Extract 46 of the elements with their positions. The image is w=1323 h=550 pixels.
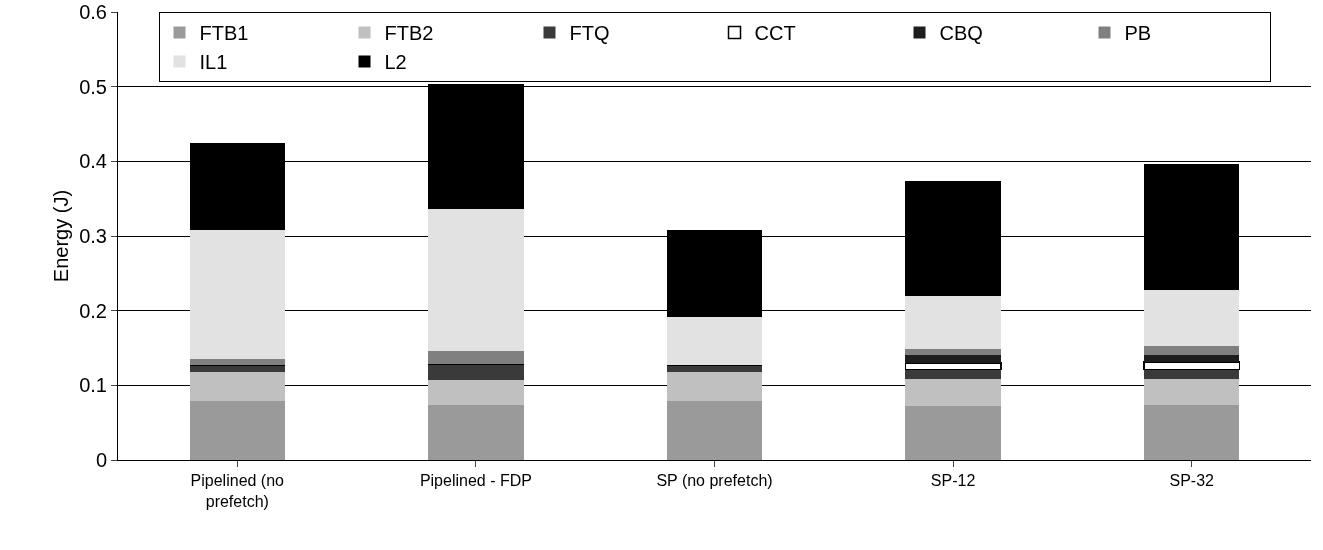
bar xyxy=(189,371,286,402)
bar xyxy=(905,355,1001,363)
x-tick-label: SP (no prefetch) xyxy=(656,472,773,490)
y-axis-title: Energy (J) xyxy=(50,189,72,283)
bar xyxy=(1143,405,1240,460)
bar xyxy=(428,405,524,460)
y-tick-label: 0.2 xyxy=(79,299,107,322)
legend-label: CCT xyxy=(754,22,796,45)
bar xyxy=(428,380,524,406)
bar xyxy=(428,364,524,381)
legend-label: CBQ xyxy=(939,22,983,45)
legend-label: FTB1 xyxy=(199,22,249,45)
bar xyxy=(428,209,524,351)
x-tick-label: SP-32 xyxy=(1169,472,1215,490)
bar xyxy=(189,359,286,366)
bar xyxy=(189,230,286,360)
y-tick-label: 0 xyxy=(95,449,107,471)
y-tick-label: 0.4 xyxy=(79,150,107,173)
y-tick-label: 0.1 xyxy=(79,374,107,397)
legend-label: L2 xyxy=(384,51,407,74)
bar xyxy=(189,401,286,460)
bar xyxy=(666,401,763,460)
bar xyxy=(905,369,1001,379)
bar xyxy=(1143,361,1241,371)
bar xyxy=(905,348,1001,356)
y-tick-label: 0.3 xyxy=(79,225,107,247)
bar xyxy=(1143,369,1240,379)
bar xyxy=(666,317,763,366)
legend-label: IL1 xyxy=(199,51,228,74)
bar xyxy=(905,406,1001,460)
legend-label: FTQ xyxy=(569,22,610,45)
bar xyxy=(1143,354,1240,363)
legend-label: FTB2 xyxy=(384,22,434,45)
bar xyxy=(1143,378,1240,406)
x-tick-label: SP-12 xyxy=(930,472,976,490)
y-tick-label: 0.6 xyxy=(79,1,107,23)
bar xyxy=(905,378,1001,407)
bar xyxy=(428,350,524,365)
x-tick-label: Pipelined - FDP xyxy=(419,472,532,490)
x-tick-label: Pipelined (no prefetch) xyxy=(190,472,285,510)
bar xyxy=(1143,289,1240,346)
bar xyxy=(905,296,1001,349)
y-tick-label: 0.5 xyxy=(79,75,107,98)
bar xyxy=(666,371,763,402)
bar xyxy=(1143,345,1240,355)
legend-label: PB xyxy=(1124,22,1152,45)
